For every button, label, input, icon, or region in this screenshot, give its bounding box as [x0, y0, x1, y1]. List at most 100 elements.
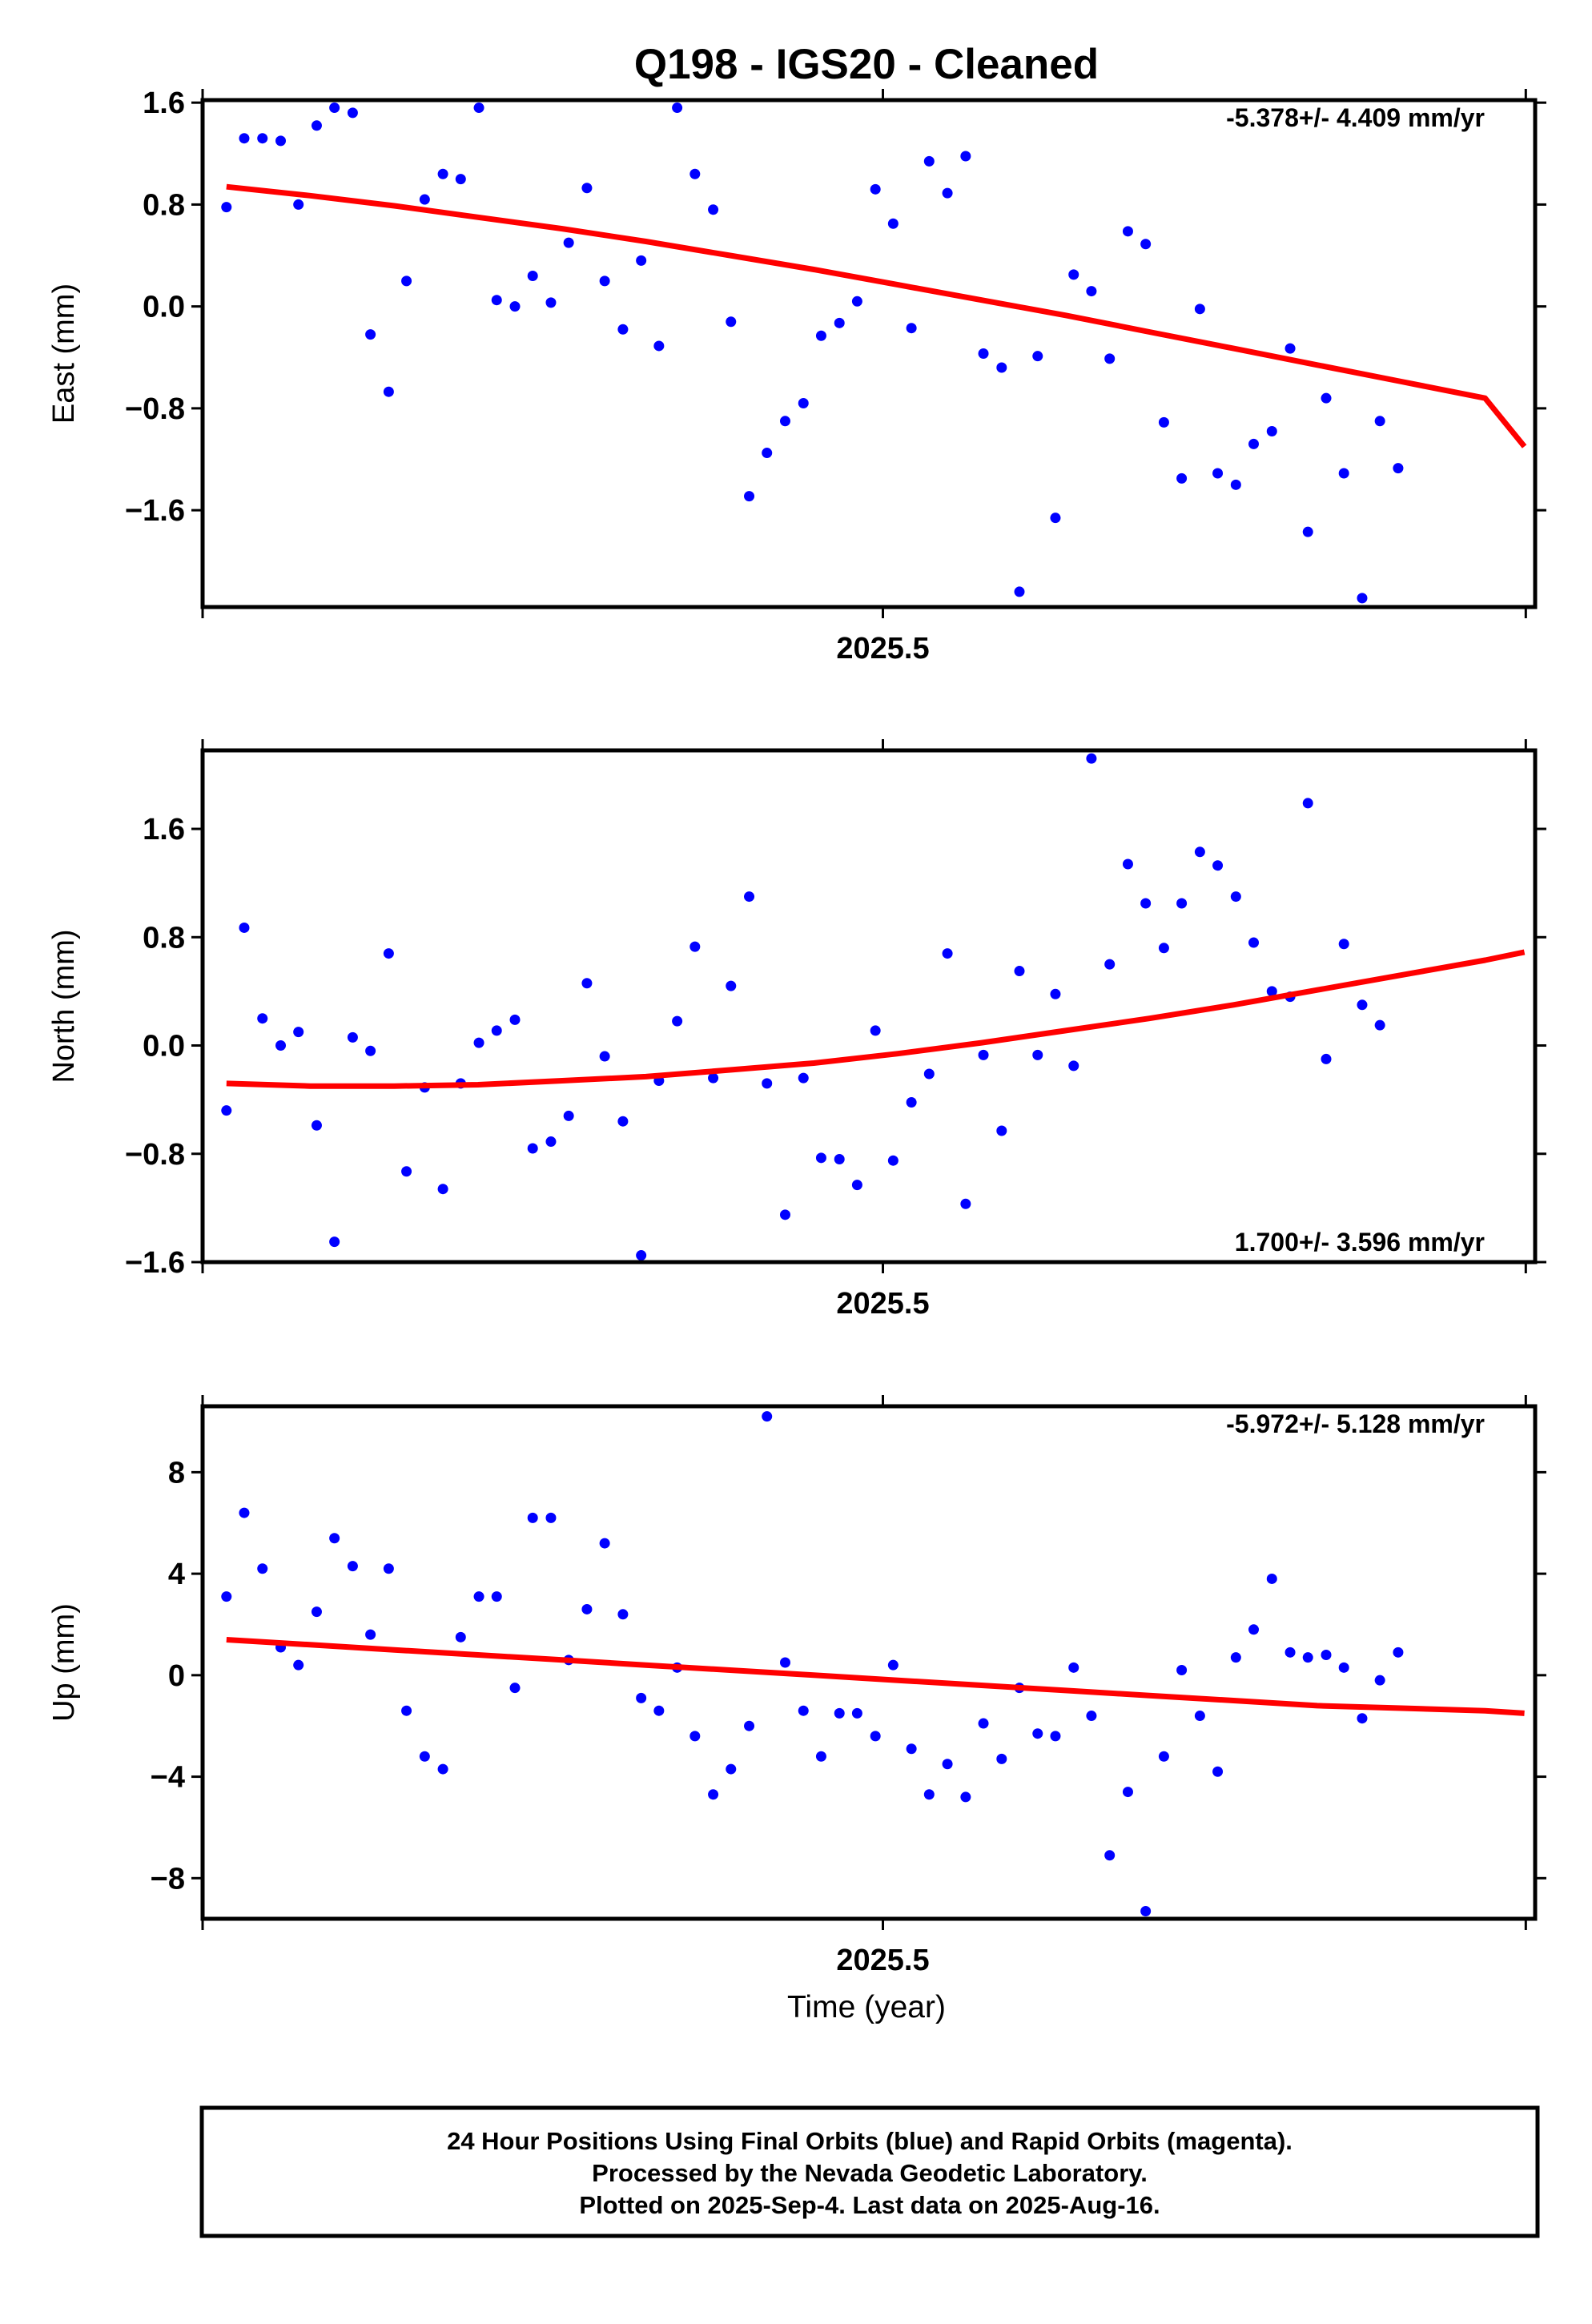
east-data-point: [870, 183, 881, 195]
up-data-point: [834, 1707, 845, 1719]
east-data-point: [1122, 226, 1133, 237]
east-data-point: [563, 237, 574, 248]
up-data-point: [942, 1759, 953, 1770]
east-data-point: [960, 151, 971, 162]
east-data-point: [672, 103, 683, 114]
up-data-point: [744, 1720, 755, 1731]
east-data-point: [942, 187, 953, 199]
north-data-point: [1321, 1053, 1332, 1064]
up-data-point: [581, 1603, 593, 1614]
north-data-point: [779, 1209, 790, 1220]
north-data-point: [1266, 986, 1277, 997]
north-data-point: [1357, 999, 1368, 1011]
north-data-point: [491, 1025, 502, 1036]
east-data-point: [617, 324, 629, 335]
east-ytick-label: 0.0: [143, 291, 185, 324]
up-data-point: [978, 1718, 989, 1729]
up-rate-label: -5.972+/- 5.128 mm/yr: [1226, 1409, 1485, 1438]
east-data-point: [887, 218, 899, 229]
up-data-point: [527, 1512, 538, 1523]
east-data-point: [815, 330, 826, 341]
north-data-point: [726, 980, 737, 991]
up-data-point: [329, 1533, 340, 1544]
footer-line-1: 24 Hour Positions Using Final Orbits (bl…: [447, 2127, 1292, 2155]
north-data-point: [978, 1049, 989, 1060]
east-rate-label: -5.378+/- 4.409 mm/yr: [1226, 103, 1485, 132]
east-data-point: [347, 107, 358, 119]
up-data-point: [762, 1411, 773, 1422]
north-data-point: [401, 1166, 412, 1177]
up-data-point: [1338, 1662, 1349, 1673]
up-data-point: [293, 1659, 304, 1671]
north-data-point: [563, 1110, 574, 1121]
north-y-axis-label: North (mm): [47, 929, 81, 1083]
up-data-point: [491, 1591, 502, 1602]
up-panel: 8 4 0 −4 −8 2025.5 Up (mm) -5.972+/- 5.128 mm/y…: [47, 1395, 1546, 1977]
up-data-point: [401, 1705, 412, 1716]
up-fit-line: [226, 1637, 1525, 1716]
east-data-point: [1140, 239, 1152, 250]
up-data-point: [1374, 1675, 1385, 1686]
footer-box: 24 Hour Positions Using Final Orbits (bl…: [199, 2105, 1540, 2238]
up-data-point: [1302, 1652, 1313, 1663]
up-data-point: [1122, 1787, 1133, 1798]
north-data-point: [672, 1015, 683, 1027]
north-data-point: [383, 948, 394, 959]
up-points: [221, 1411, 1404, 1916]
up-data-point: [960, 1791, 971, 1803]
east-data-point: [726, 316, 737, 328]
north-data-point: [221, 1105, 232, 1116]
east-data-point: [1176, 472, 1188, 484]
north-data-point: [365, 1045, 376, 1056]
east-plot-frame: [200, 98, 1538, 609]
north-data-point: [708, 1072, 719, 1084]
north-data-point: [870, 1025, 881, 1036]
up-y-axis-label: Up (mm): [47, 1603, 81, 1722]
north-data-point: [329, 1236, 340, 1248]
east-data-point: [455, 174, 466, 185]
north-data-point: [923, 1068, 935, 1080]
east-data-point: [1068, 269, 1079, 280]
footer-line-2: Processed by the Nevada Geodetic Laborat…: [592, 2159, 1148, 2187]
up-data-point: [996, 1753, 1007, 1764]
up-data-point: [1140, 1905, 1152, 1916]
up-data-point: [419, 1751, 430, 1762]
north-points: [221, 753, 1385, 1261]
east-data-point: [1014, 586, 1025, 597]
up-data-point: [347, 1561, 358, 1572]
north-data-point: [527, 1143, 538, 1154]
east-xtick-label: 2025.5: [836, 632, 929, 665]
east-data-point: [491, 295, 502, 306]
east-data-point: [1158, 416, 1169, 428]
up-data-point: [437, 1763, 448, 1775]
east-ytick-label: −0.8: [125, 392, 185, 426]
east-data-point: [221, 202, 232, 213]
east-data-point: [545, 297, 557, 308]
north-data-point: [1338, 939, 1349, 950]
up-data-point: [726, 1763, 737, 1775]
up-data-point: [1086, 1711, 1097, 1722]
up-data-point: [239, 1507, 250, 1518]
east-data-point: [1032, 351, 1043, 362]
north-data-point: [1050, 988, 1061, 999]
north-data-point: [1014, 966, 1025, 977]
up-data-point: [617, 1609, 629, 1620]
east-data-point: [779, 416, 790, 427]
x-axis-label: Time (year): [787, 1990, 946, 2024]
east-data-point: [689, 168, 701, 179]
east-data-point: [257, 133, 268, 144]
north-data-point: [1032, 1049, 1043, 1060]
up-data-point: [815, 1751, 826, 1762]
north-rate-label: 1.700+/- 3.596 mm/yr: [1235, 1228, 1485, 1256]
east-data-point: [401, 275, 412, 287]
up-data-point: [1176, 1665, 1188, 1676]
up-data-point: [887, 1659, 899, 1671]
up-data-point: [365, 1629, 376, 1640]
north-data-point: [437, 1184, 448, 1195]
up-data-point: [1068, 1662, 1079, 1673]
north-data-point: [960, 1198, 971, 1209]
north-data-point: [815, 1152, 826, 1164]
up-xtick-label: 2025.5: [836, 1944, 929, 1977]
east-data-point: [906, 323, 917, 334]
north-data-point: [942, 948, 953, 959]
